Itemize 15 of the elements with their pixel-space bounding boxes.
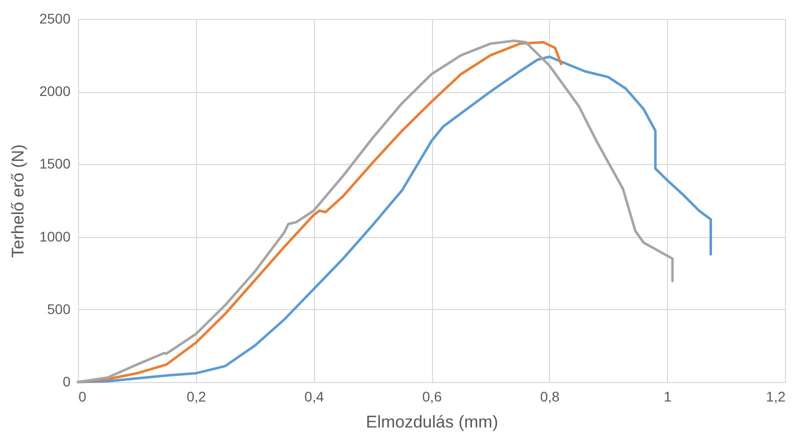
x-tick-label: 1 [664,388,672,404]
x-tick-label: 0,2 [186,388,206,404]
x-tick-label: 0,6 [422,388,442,404]
y-tick-label: 500 [47,300,71,317]
y-axis-title: Terhelő erő (N) [8,144,28,258]
y-tick-label: 2500 [39,10,71,26]
y-tick-label: 1500 [39,156,71,172]
y-tick-label: 1000 [39,228,71,244]
y-tick-label: 2000 [39,83,71,100]
y-tick-label: 0 [62,374,71,390]
x-axis-title: Elmozdulás (mm) [366,412,498,432]
x-tick-label: 0,8 [540,388,560,404]
x-tick-label: 0 [78,388,86,404]
x-tick-label: 0,4 [304,388,324,404]
x-tick-label: 1,2 [766,388,786,404]
